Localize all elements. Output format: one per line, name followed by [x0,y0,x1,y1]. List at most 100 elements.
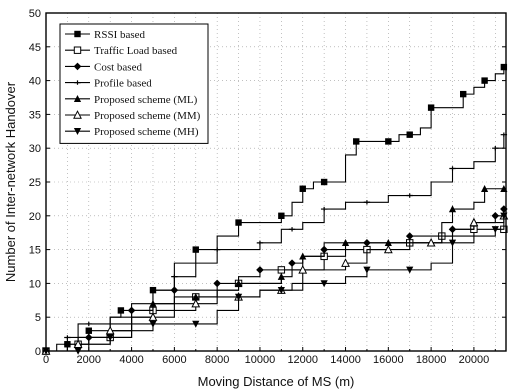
legend-entry: Profile based [94,78,152,90]
data-point [500,63,508,71]
legend: RSSI based Traffic Load based Cost based Pr… [59,23,209,144]
legend-marker [74,30,81,38]
legend-entry: Proposed scheme (MM) [94,110,201,122]
data-point [105,325,115,335]
data-point [213,247,221,252]
data-point [426,237,436,247]
data-point [73,339,83,348]
data-point [192,320,200,328]
data-point [106,334,114,342]
legend-entry: Proposed scheme (MH) [94,126,199,138]
data-point [427,104,435,111]
y-tick-label: 50 [29,8,41,20]
data-point [148,312,158,321]
legend-entry: Cost based [94,61,142,73]
data-point [320,280,328,288]
y-tick-label: 20 [29,211,41,223]
data-point [405,232,414,240]
legend-box [59,23,209,144]
data-point [235,219,242,226]
data-point [383,244,393,254]
data-point [460,90,467,98]
y-tick-label: 45 [29,42,41,54]
data-point [191,298,201,308]
data-point [341,239,350,247]
data-point [363,200,371,205]
series-layer [41,63,509,355]
data-point [64,335,71,340]
data-point [406,266,414,274]
x-tick-label: 0 [43,354,49,366]
y-tick-label: 40 [29,76,41,88]
data-point [491,226,499,234]
data-point [288,259,296,267]
x-tick-label: 16000 [373,354,404,366]
legend-entry: RSSI based [94,29,146,41]
x-tick-label: 6000 [162,354,186,366]
data-point [299,185,306,192]
data-point [406,193,413,198]
x-tick-label: 8000 [205,354,229,366]
data-point [492,146,499,151]
series-line [46,134,505,352]
legend-marker [73,128,82,135]
x-tick-label: 12000 [287,354,318,366]
data-point [320,206,328,212]
data-point [277,272,285,280]
x-tick-label: 14000 [330,354,361,366]
legend-marker [73,110,82,119]
data-point [234,293,243,301]
data-point [149,299,157,307]
data-point [448,239,457,247]
x-tick-label: 10000 [245,354,276,366]
y-tick-label: 25 [29,177,41,189]
y-tick-label: 35 [29,109,41,121]
data-point [384,239,392,247]
legend-marker [74,80,81,85]
data-point [449,166,456,171]
data-point [406,131,413,138]
data-point [491,212,500,220]
y-tick-label: 5 [35,312,41,324]
data-point [448,205,457,213]
x-tick-label: 2000 [77,354,101,366]
x-tick-label: 18000 [416,354,447,366]
data-point [277,286,285,294]
x-tick-label: 20000 [459,354,490,366]
data-point [299,252,307,260]
y-tick-label: 30 [29,143,41,155]
data-point [469,217,479,227]
data-point [192,246,199,253]
data-point [171,274,178,279]
y-tick-label: 10 [29,278,41,290]
data-point [256,240,264,246]
data-point [256,266,264,274]
series-line [46,209,505,352]
data-point [117,307,125,314]
series-7 [42,212,508,355]
y-tick-label: 0 [35,346,41,358]
data-point [85,327,92,334]
data-point [298,264,308,274]
data-point [481,184,489,192]
legend-entry: Traffic Load based [94,45,178,57]
y-axis-label: Number of Inter-network Handover [3,81,18,282]
x-tick-label: 4000 [119,354,143,366]
data-point [481,77,488,84]
data-point [128,308,135,313]
data-point [192,293,200,301]
data-point [341,258,350,267]
data-point [278,212,285,219]
data-point [213,279,221,288]
x-axis-label: Moving Distance of MS (m) [198,374,355,389]
data-point [385,138,392,145]
legend-marker [73,95,82,102]
data-point [85,321,92,327]
data-point [234,279,243,287]
legend-entry: Proposed scheme (ML) [94,94,198,106]
data-point [320,178,328,186]
data-point [288,227,296,232]
y-tick-label: 15 [29,245,41,257]
ticks: 0 2000 4000 6000 8000 10000 12000 14000 16000 180… [29,8,506,366]
